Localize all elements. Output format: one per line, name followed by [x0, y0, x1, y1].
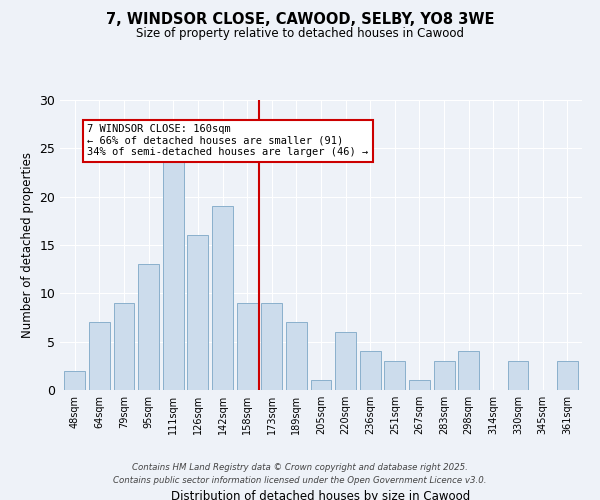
Bar — [113, 303, 134, 390]
Bar — [385, 361, 406, 390]
Bar — [335, 332, 356, 390]
Bar — [187, 236, 208, 390]
Bar — [360, 352, 381, 390]
Y-axis label: Number of detached properties: Number of detached properties — [21, 152, 34, 338]
Bar — [212, 206, 233, 390]
Bar — [89, 322, 110, 390]
Bar — [311, 380, 331, 390]
X-axis label: Distribution of detached houses by size in Cawood: Distribution of detached houses by size … — [172, 490, 470, 500]
Bar — [508, 361, 529, 390]
Text: Contains HM Land Registry data © Crown copyright and database right 2025.: Contains HM Land Registry data © Crown c… — [132, 464, 468, 472]
Bar — [261, 303, 282, 390]
Bar — [236, 303, 257, 390]
Text: Size of property relative to detached houses in Cawood: Size of property relative to detached ho… — [136, 28, 464, 40]
Bar — [409, 380, 430, 390]
Text: 7, WINDSOR CLOSE, CAWOOD, SELBY, YO8 3WE: 7, WINDSOR CLOSE, CAWOOD, SELBY, YO8 3WE — [106, 12, 494, 28]
Bar — [434, 361, 455, 390]
Bar — [286, 322, 307, 390]
Bar — [557, 361, 578, 390]
Bar — [458, 352, 479, 390]
Bar — [64, 370, 85, 390]
Bar — [138, 264, 159, 390]
Text: Contains public sector information licensed under the Open Government Licence v3: Contains public sector information licen… — [113, 476, 487, 485]
Text: 7 WINDSOR CLOSE: 160sqm
← 66% of detached houses are smaller (91)
34% of semi-de: 7 WINDSOR CLOSE: 160sqm ← 66% of detache… — [87, 124, 368, 158]
Bar — [163, 148, 184, 390]
